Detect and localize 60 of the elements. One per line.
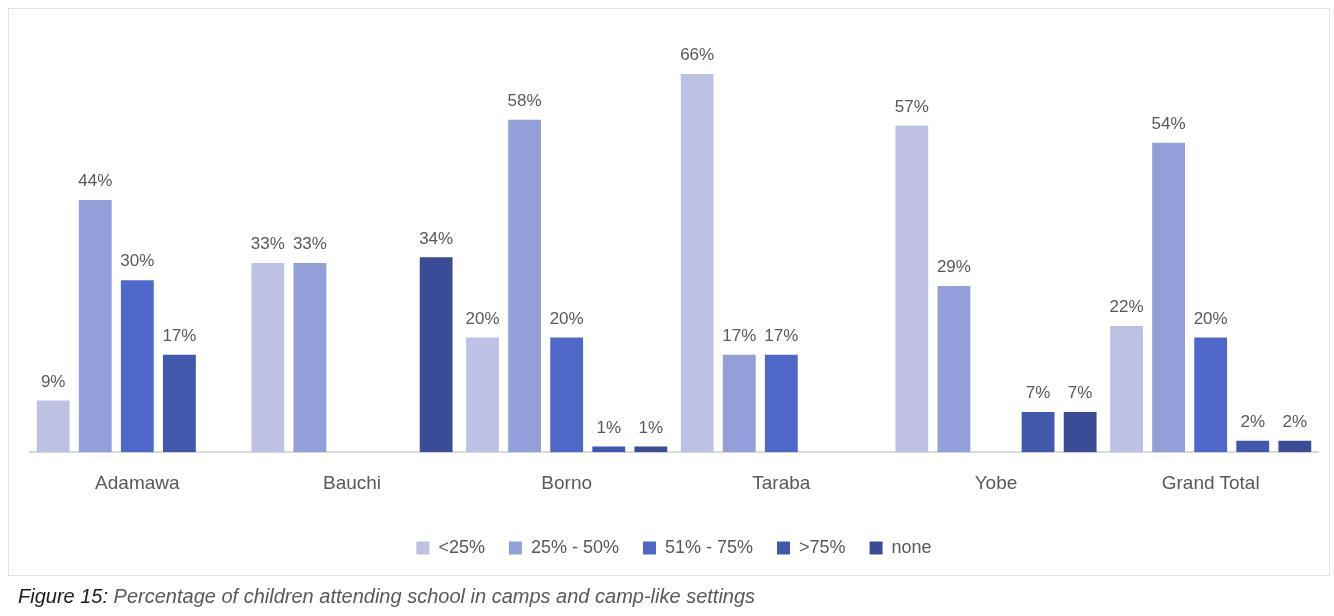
bar	[120, 280, 154, 453]
legend-label: 25% - 50%	[530, 536, 619, 557]
data-label: 66%	[680, 45, 715, 65]
legend-label: none	[891, 536, 932, 557]
data-label: 58%	[507, 90, 542, 110]
x-tick-label: Taraba	[752, 471, 811, 493]
data-label: 33%	[250, 234, 285, 254]
data-label: 29%	[936, 257, 971, 277]
bar	[1278, 440, 1312, 453]
data-label: 1%	[638, 417, 664, 437]
bar	[680, 73, 714, 453]
bar	[1152, 142, 1185, 453]
legend-label: >75%	[799, 536, 846, 557]
x-tick-label: Adamawa	[95, 471, 181, 493]
data-label: 30%	[120, 251, 155, 271]
x-tick-label: Grand Total	[1161, 471, 1260, 493]
data-label: 33%	[292, 234, 327, 254]
bar	[251, 263, 285, 453]
legend-label: 51% - 75%	[664, 536, 754, 557]
bar	[764, 354, 798, 453]
data-label: 9%	[40, 371, 66, 391]
bar	[293, 263, 327, 453]
data-label: 44%	[78, 171, 113, 191]
data-label: 17%	[722, 325, 757, 345]
data-label: 57%	[894, 96, 929, 116]
data-label: 2%	[1240, 411, 1266, 431]
bar	[1063, 412, 1097, 453]
bar	[163, 354, 196, 453]
bar	[722, 354, 756, 453]
bar	[895, 125, 929, 453]
data-label: 20%	[1193, 308, 1228, 328]
data-label: 20%	[549, 308, 584, 328]
caption: Figure 15: Percentage of children attending school in camps and camp-like settings	[18, 585, 756, 607]
bar	[634, 446, 668, 453]
data-label: 17%	[764, 325, 799, 345]
data-label: 17%	[162, 325, 197, 345]
bar	[1194, 337, 1228, 453]
data-label: 20%	[465, 308, 500, 328]
bar	[550, 337, 584, 453]
legend-label: <25%	[438, 536, 485, 557]
data-label: 54%	[1151, 113, 1186, 133]
bar	[1110, 326, 1143, 453]
bar	[508, 119, 541, 453]
bar	[592, 446, 626, 453]
x-tick-label: Yobe	[974, 471, 1018, 493]
bar	[937, 285, 971, 453]
data-label: 1%	[596, 417, 622, 437]
data-label: 2%	[1282, 411, 1308, 431]
bar	[1236, 440, 1270, 453]
data-label: 34%	[419, 228, 454, 248]
bar	[36, 400, 70, 453]
bar	[419, 257, 453, 453]
bar	[78, 200, 112, 453]
data-label: 7%	[1025, 383, 1051, 403]
x-tick-label: Bauchi	[322, 471, 382, 493]
data-label: 22%	[1109, 297, 1144, 317]
bar	[1021, 412, 1055, 453]
bar	[466, 337, 499, 453]
x-tick-label: Borno	[541, 471, 593, 493]
data-label: 7%	[1067, 383, 1093, 403]
